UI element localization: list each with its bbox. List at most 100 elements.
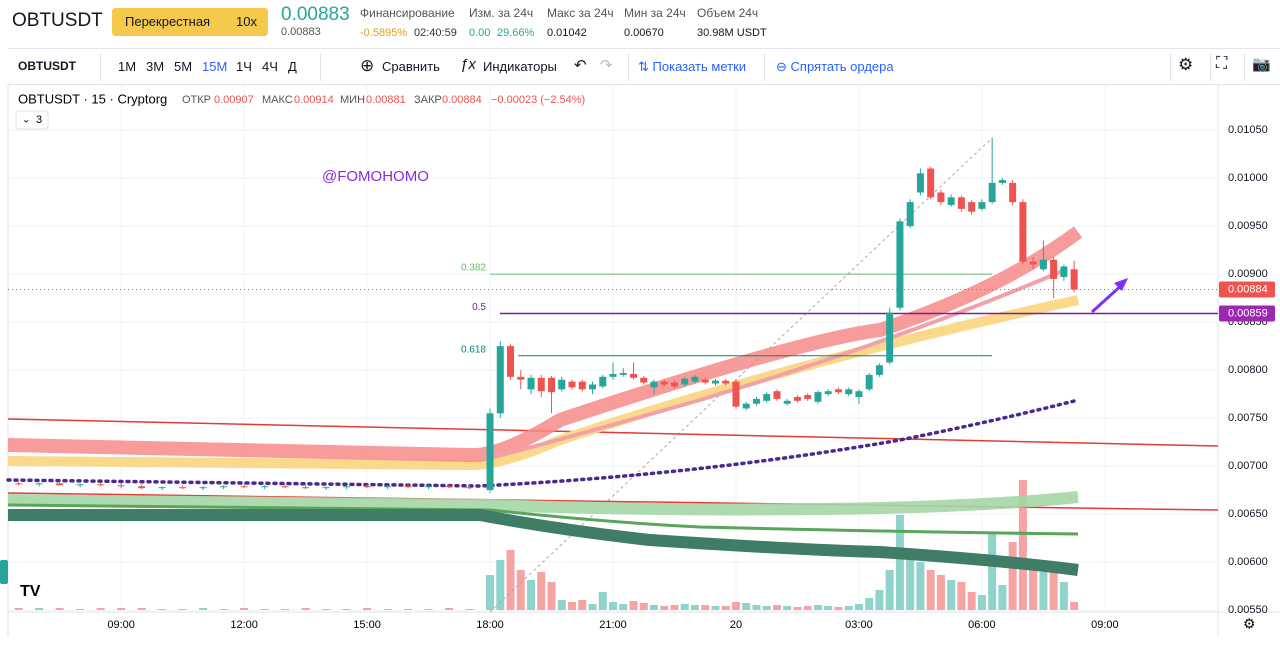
undo[interactable]: ↶ (574, 57, 587, 74)
candle-body (916, 173, 924, 193)
volume-bar (926, 570, 935, 610)
volume-bar (516, 570, 525, 610)
volume-bar (178, 609, 187, 610)
margin-box[interactable] (112, 8, 268, 36)
candle-body (793, 396, 801, 401)
candle-body (896, 221, 904, 308)
indicator-toggle[interactable] (15, 110, 49, 130)
candle-body (445, 486, 453, 488)
volume-bar (598, 592, 607, 610)
screenshot[interactable]: 📷 (1252, 56, 1271, 73)
legend-close-label: ЗАКР (414, 94, 442, 106)
y-tick-label: 0.00700 (1228, 460, 1268, 472)
interval[interactable]: 1М (118, 59, 137, 74)
candle-body (1050, 259, 1058, 279)
indicators-icon[interactable]: ƒx (460, 56, 476, 73)
leverage[interactable]: 10x (236, 14, 257, 29)
high-value: 0.01042 (547, 27, 587, 39)
legend-low-label: МИН (340, 94, 365, 106)
price-tag (1219, 281, 1275, 298)
volume-bar (322, 609, 331, 610)
separator (628, 53, 629, 81)
volume-bar (1059, 582, 1068, 610)
show-marks-text[interactable]: Показать метки (652, 59, 747, 74)
show-marks[interactable]: ⇅ Показать метки (638, 59, 747, 74)
volume-bar (947, 580, 956, 610)
funding-countdown: 02:40:59 (414, 27, 457, 39)
candle-body (1009, 182, 1017, 203)
volume-bar (680, 604, 689, 610)
candle-body (589, 384, 597, 390)
candle-body (711, 380, 719, 384)
low-label: Мин за 24ч (624, 6, 686, 20)
volume-bar (1018, 480, 1027, 610)
legend-high-label: МАКС (262, 94, 293, 106)
compare[interactable]: Сравнить (382, 59, 440, 74)
axis-settings[interactable]: ⚙ (1243, 616, 1256, 632)
hide-orders-text[interactable]: Спрятать ордера (790, 59, 894, 74)
candle-body (957, 197, 965, 209)
interval[interactable]: 4Ч (262, 59, 278, 74)
volume-bar (701, 605, 710, 610)
candle-body (281, 486, 289, 488)
volume-bar (465, 609, 474, 610)
arrow (1090, 281, 1126, 314)
fib-label: 0.618 (461, 344, 486, 355)
fullscreen[interactable]: ⛶ (1216, 55, 1228, 72)
candle-body (425, 486, 433, 488)
volume-bar (1070, 602, 1079, 610)
candle-body (568, 381, 576, 388)
candle-body (834, 389, 842, 393)
volume-bar (772, 605, 781, 610)
volume-bar (865, 598, 874, 610)
ma-red-1 (7, 418, 1219, 447)
volume-bar (803, 606, 812, 610)
margin-mode[interactable]: Перекрестная (125, 14, 211, 29)
interval[interactable]: 15М (202, 59, 228, 74)
redo[interactable]: ↷ (600, 57, 613, 74)
candle-body (35, 483, 43, 485)
ma-dotted (6, 398, 1080, 488)
volume-bar (721, 606, 730, 610)
compare-icon[interactable]: ⊕ (360, 56, 375, 75)
arrow-head (1114, 278, 1128, 291)
candle-body (466, 487, 474, 489)
interval[interactable]: 5М (174, 59, 193, 74)
interval[interactable]: 1Ч (236, 59, 252, 74)
candle-body (76, 484, 84, 486)
ma-green (7, 503, 1079, 536)
separator (100, 53, 101, 81)
settings[interactable]: ⚙ (1178, 55, 1194, 74)
y-tick-label: 0.00600 (1228, 556, 1268, 568)
toolbar-symbol[interactable]: OBTUSDT (18, 59, 76, 73)
side-handle[interactable] (0, 560, 8, 584)
candle-body (56, 483, 64, 486)
low-value: 0.00670 (624, 27, 664, 39)
candle-body (220, 486, 228, 488)
candle-body (261, 486, 269, 488)
volume-bar (936, 575, 945, 610)
candle-body (937, 192, 945, 203)
interval[interactable]: Д (288, 59, 297, 74)
indicators[interactable]: Индикаторы (483, 59, 557, 74)
volume-bar (629, 601, 638, 610)
candle-body (752, 398, 760, 404)
toggle-arrow[interactable]: ⌄ (22, 115, 30, 126)
volume-bar (158, 609, 167, 610)
x-tick-label: 20 (730, 619, 742, 631)
volume-bar (1008, 542, 1017, 610)
hide-orders[interactable]: ⊖ Спрятать ордера (776, 59, 894, 74)
candle-body (691, 376, 699, 382)
volume-bar (609, 602, 617, 610)
candle-body (629, 373, 637, 378)
chart: @FOMOHOMO OBTUSDT · 15 · Cryptorg ОТКР 0… (0, 85, 1280, 636)
volume-bar (793, 607, 802, 610)
candle-body (1019, 202, 1027, 262)
candle-body (404, 486, 412, 488)
price-tag-label: 0.00859 (1228, 307, 1268, 319)
interval[interactable]: 3М (146, 59, 165, 74)
indicator-count[interactable]: 3 (36, 114, 42, 126)
candle-body (302, 487, 310, 489)
ma-yellow (7, 295, 1080, 471)
